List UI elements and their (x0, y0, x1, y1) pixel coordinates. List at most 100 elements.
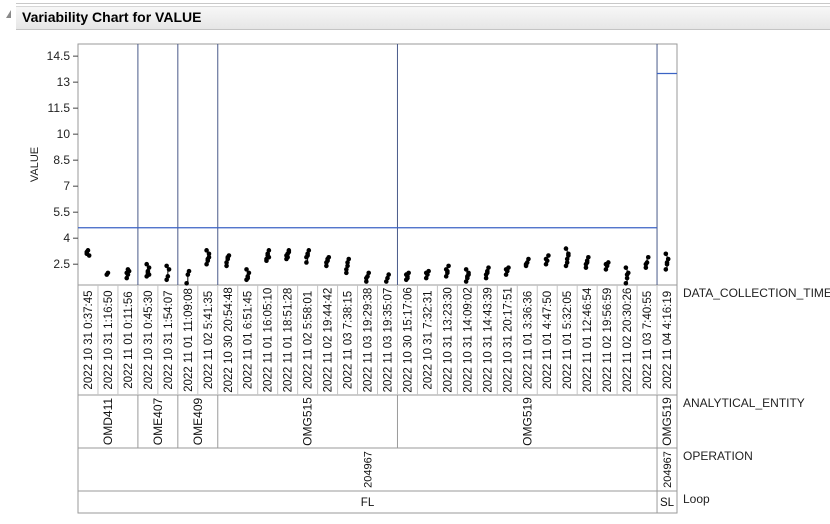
category-label: 2022 11 02 19:44:42 (323, 288, 335, 393)
data-point (324, 260, 329, 265)
data-point (446, 263, 451, 269)
data-point (483, 275, 489, 281)
category-label: 2022 11 01 6:51:45 (243, 291, 255, 389)
data-point (364, 275, 369, 281)
data-point (245, 275, 251, 281)
y-tick-label: 14.5 (47, 49, 71, 63)
level-titles: DATA_COLLECTION_TIME ANALYTICAL_ENTITY OPE… (683, 286, 830, 506)
data-point (305, 251, 310, 257)
data-point (465, 275, 470, 281)
y-tick-label: 13 (57, 75, 71, 89)
entity-label: OME407 (151, 397, 165, 445)
header-rule (16, 3, 830, 4)
data-point (386, 272, 391, 277)
data-point (344, 267, 349, 272)
category-label: 2022 10 31 13:23:30 (442, 287, 454, 393)
y-tick-label: 11.5 (48, 101, 71, 115)
data-point (304, 260, 309, 265)
data-point (563, 246, 569, 251)
data-point (366, 270, 372, 276)
data-point (285, 254, 290, 260)
data-point (663, 251, 669, 257)
group-dividers (97, 44, 658, 513)
data-point (603, 261, 609, 267)
data-point (645, 254, 651, 260)
data-point (543, 256, 549, 262)
group-mean-lines (78, 72, 677, 229)
disclosure-triangle-icon[interactable] (6, 10, 11, 18)
category-label: 2022 11 01 11:09:08 (183, 288, 195, 392)
data-point (265, 251, 270, 257)
data-point (325, 256, 330, 262)
data-point (664, 260, 670, 265)
data-point (383, 279, 389, 284)
data-point (226, 253, 232, 258)
data-point (663, 267, 669, 272)
data-point (246, 270, 252, 276)
data-point (224, 260, 229, 265)
data-point (385, 275, 390, 281)
data-point (503, 272, 509, 277)
data-point (165, 274, 171, 279)
data-point (206, 251, 212, 257)
category-label: 2022 10 31 1:16:50 (103, 290, 115, 389)
level-title: DATA_COLLECTION_TIME (683, 286, 830, 300)
data-point (486, 265, 491, 270)
data-point (244, 267, 249, 272)
data-point (603, 267, 609, 272)
category-label: 2022 11 02 20:30:26 (622, 288, 634, 393)
data-point (543, 261, 549, 267)
data-point (186, 268, 192, 274)
data-point (205, 258, 211, 264)
data-point (324, 263, 329, 269)
y-tick-label: 10 (57, 127, 71, 141)
data-point (423, 270, 429, 276)
data-point (546, 253, 551, 258)
category-label: 2022 10 30 15:17:06 (402, 287, 414, 393)
data-point (346, 256, 352, 262)
data-point (166, 267, 172, 272)
category-label: 2022 10 31 1:54:07 (163, 290, 175, 389)
outline-title-bar[interactable] (16, 6, 830, 30)
category-label: 2022 11 01 18:51:28 (283, 288, 295, 393)
entity-label: OMG519 (520, 397, 534, 446)
operation-label: 204967 (662, 451, 674, 488)
data-point (563, 263, 569, 269)
level-title: ANALYTICAL_ENTITY (683, 396, 805, 410)
category-label: 2022 11 03 7:40:55 (642, 291, 654, 389)
data-point (445, 270, 450, 276)
level-title: OPERATION (683, 449, 753, 463)
y-tick-label: 7 (63, 179, 70, 193)
category-label: 2022 10 31 7:32:31 (422, 290, 434, 389)
y-tick-label: 4 (63, 231, 70, 245)
data-point (483, 272, 489, 277)
category-label: 2022 11 04 4:16:19 (662, 291, 674, 389)
data-point (566, 253, 571, 258)
data-point (583, 261, 589, 267)
category-label: 2022 11 01 4:47:50 (542, 291, 554, 389)
y-tick-label: 8.5 (53, 153, 70, 167)
operation-label: 204967 (363, 451, 375, 488)
category-label: 2022 11 03 19:35:07 (382, 288, 394, 393)
data-point (164, 263, 169, 269)
data-point (145, 268, 151, 274)
data-point (485, 268, 490, 274)
level-title: Loop (683, 492, 710, 506)
data-point (105, 270, 111, 276)
data-point (463, 267, 469, 272)
category-label: 2022 10 31 14:43:39 (482, 287, 494, 393)
data-point (304, 254, 309, 260)
category-label: 2022 10 31 14:09:02 (462, 287, 474, 393)
y-axis: 2.5 4 5.5 7 8.5 10 11.5 13 14.5 VALUE (29, 49, 78, 271)
data-point (624, 275, 630, 281)
data-point (443, 267, 449, 272)
data-point (584, 258, 590, 264)
category-label: 2022 11 01 3:36:36 (522, 291, 534, 389)
data-point (564, 256, 570, 262)
data-point (623, 280, 629, 286)
data-point (503, 267, 509, 272)
category-labels: 2022 10 31 0:37:45 2022 10 31 1:16:50 2022… (83, 287, 675, 509)
data-point (665, 256, 671, 262)
category-label: 2022 11 01 12:46:54 (582, 287, 594, 392)
